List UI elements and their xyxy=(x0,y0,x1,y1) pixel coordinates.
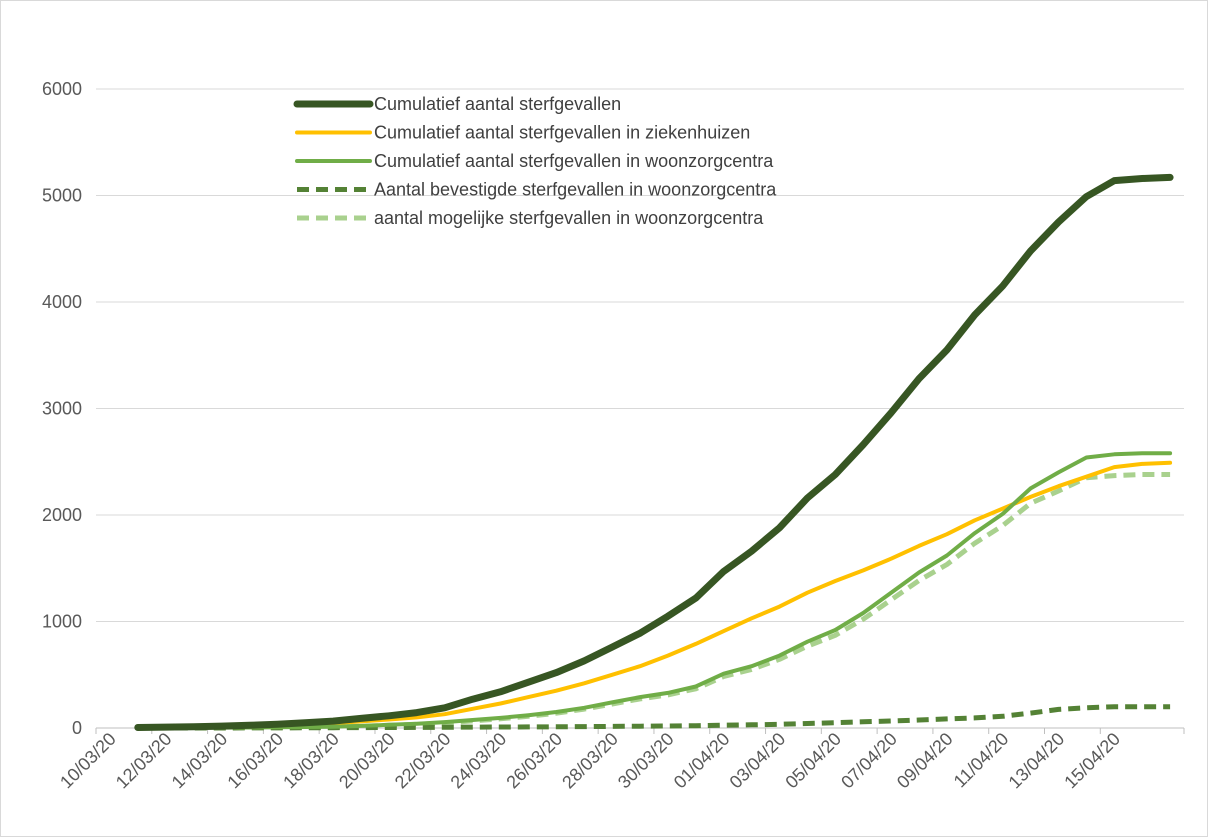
x-tick-label: 01/04/20 xyxy=(670,729,734,793)
x-tick-label: 12/03/20 xyxy=(112,729,176,793)
legend: Cumulatief aantal sterfgevallen Cumulatie… xyxy=(293,94,777,228)
series-lines xyxy=(134,173,1174,731)
x-tick-label: 09/04/20 xyxy=(893,729,957,793)
x-tick-label: 22/03/20 xyxy=(391,729,455,793)
x-tick-label: 24/03/20 xyxy=(447,729,511,793)
y-tick-label: 0 xyxy=(72,718,82,738)
x-tick-label: 26/03/20 xyxy=(502,729,566,793)
y-tick-label: 6000 xyxy=(42,79,82,99)
y-tick-label: 3000 xyxy=(42,399,82,419)
series-line-possible-care-homes xyxy=(137,472,1171,731)
y-tick-label: 2000 xyxy=(42,505,82,525)
gridlines xyxy=(96,88,1184,622)
series-line-total xyxy=(134,173,1174,731)
x-tick-label: 07/04/20 xyxy=(837,729,901,793)
legend-label: Cumulatief aantal sterfgevallen in woonz… xyxy=(374,151,774,171)
series-line-care-homes xyxy=(135,451,1173,730)
x-tick-label: 13/04/20 xyxy=(1005,729,1069,793)
legend-label: Cumulatief aantal sterfgevallen xyxy=(374,94,621,114)
x-tick-label: 20/03/20 xyxy=(335,729,399,793)
x-tick-label: 11/04/20 xyxy=(950,729,1013,792)
x-tick-label: 03/04/20 xyxy=(726,729,790,793)
legend-label: Aantal bevestigde sterfgevallen in woonz… xyxy=(374,180,777,200)
x-tick-label: 18/03/20 xyxy=(279,729,343,793)
x-tick-label: 05/04/20 xyxy=(781,729,845,793)
x-tick-label: 28/03/20 xyxy=(558,729,622,793)
x-tick-label: 10/03/20 xyxy=(56,729,120,793)
x-tick-label: 15/04/20 xyxy=(1060,729,1124,793)
y-tick-label: 1000 xyxy=(42,612,82,632)
x-tick-label: 30/03/20 xyxy=(614,729,678,793)
x-tick-label: 16/03/20 xyxy=(223,729,287,793)
y-tick-label: 5000 xyxy=(42,186,82,206)
y-tick-label: 4000 xyxy=(42,292,82,312)
x-tick-label: 14/03/20 xyxy=(168,729,232,793)
legend-label: aantal mogelijke sterfgevallen in woonzo… xyxy=(374,208,764,228)
legend-label: Cumulatief aantal sterfgevallen in zieke… xyxy=(374,123,750,143)
